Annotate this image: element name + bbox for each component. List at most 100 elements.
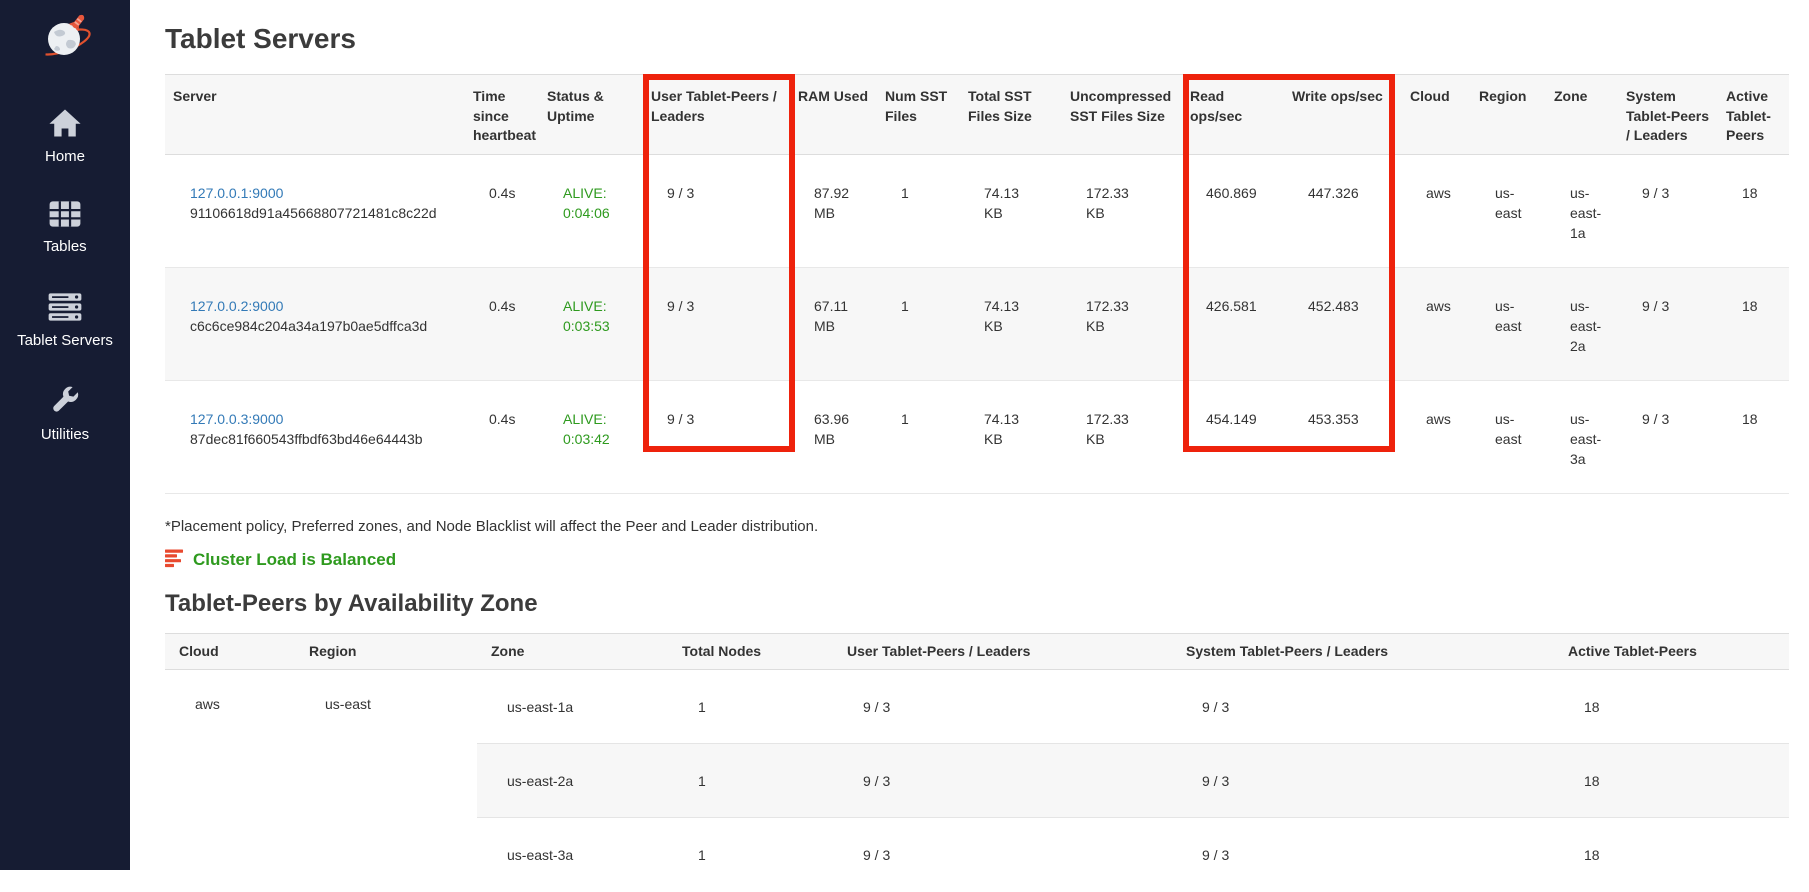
cloud-cell: aws [1426,184,1451,201]
sidebar-item-tables[interactable]: Tables [0,200,130,255]
sidebar-item-label: Tablet Servers [17,332,113,349]
active-peers-cell: 18 [1742,184,1758,201]
zones-col-header: Region [295,633,477,671]
system-peers-cell: 9 / 3 [1172,743,1554,818]
tablet-servers-icon [0,292,130,326]
server-row: 127.0.0.1:9000 91106618d91a45668807721481… [165,154,1789,267]
servers-col-header: User Tablet-Peers / Leaders [643,74,790,155]
total-nodes-cell: 1 [668,817,833,892]
servers-table-header-row: Server Time since heartbeat Status & Uptim… [165,74,1789,155]
server-uuid: 91106618d91a45668807721481c8c22d [190,205,437,222]
server-cell: 127.0.0.1:9000 91106618d91a45668807721481… [165,154,465,267]
active-peers-cell: 18 [1584,698,1600,715]
sidebar-item-label: Utilities [40,426,90,443]
servers-col-header: Status & Uptime [539,74,643,155]
server-address-link[interactable]: 127.0.0.2:9000 [190,297,284,314]
server-uuid: c6c6ce984c204a34a197b0ae5dffca3d [190,318,428,335]
system-peers-cell: 9 / 3 [1172,817,1554,892]
user-peers-cell: 9 / 3 [643,266,790,381]
status-uptime: 0:04:06 [563,205,610,222]
ram-cell: 63.96 MB [790,379,877,494]
status-alive: ALIVE: [563,410,607,427]
servers-col-header: Read ops/sec [1182,74,1284,155]
zones-col-header: User Tablet-Peers / Leaders [833,633,1172,671]
server-cell: 127.0.0.3:9000 87dec81f660543ffbdf63bd46e… [165,379,465,494]
user-peers-cell: 9 / 3 [833,817,1172,892]
system-peers-cell: 9 / 3 [1202,698,1230,715]
uncompressed-sst-cell: 172.33 KB [1086,184,1129,222]
cloud-cell: aws [1402,379,1471,494]
sidebar-item-label: Home [44,148,85,165]
page-title: Tablet Servers [165,23,356,54]
status-alive: ALIVE: [563,184,607,201]
zones-col-header: Total Nodes [668,633,833,671]
num-sst-cell: 1 [877,379,960,494]
heartbeat-cell: 0.4s [465,266,539,381]
server-row: 127.0.0.3:9000 87dec81f660543ffbdf63bd46e… [165,379,1789,494]
user-peers-cell: 9 / 3 [833,743,1172,818]
servers-col-header: System Tablet-Peers / Leaders [1618,74,1718,155]
server-cell: 127.0.0.2:9000 c6c6ce984c204a34a197b0ae5d… [165,266,465,381]
utilities-icon [0,384,130,420]
write-ops-cell: 447.326 [1308,184,1359,201]
status-cell: ALIVE: 0:03:53 [539,266,643,381]
main-content: Tablet Servers Server Time since heartbea… [130,0,1809,892]
tablet-servers-table: Server Time since heartbeat Status & Uptim… [165,74,1789,494]
sidebar-item-home[interactable]: Home [0,108,130,165]
region-cell: us-east [295,669,477,892]
system-peers-cell: 9 / 3 [1642,184,1670,201]
sidebar: Home Tables [0,0,130,870]
zone-cell: us-east-1a [507,698,574,715]
zones-table-header-row: Cloud Region Zone Total Nodes User Tablet-Pe… [165,633,1789,671]
user-peers-cell: 9 / 3 [863,698,891,715]
zone-cell: us-east-2a [1546,266,1618,381]
yugabyte-logo-icon[interactable] [0,10,130,71]
total-sst-cell: 74.13 KB [984,184,1020,222]
active-peers-cell: 18 [1554,817,1789,892]
servers-col-header: Cloud [1402,74,1471,155]
num-sst-cell: 1 [901,184,909,201]
placement-note: *Placement policy, Preferred zones, and … [165,517,819,535]
server-row: 127.0.0.2:9000 c6c6ce984c204a34a197b0ae5d… [165,266,1789,381]
status-cell: ALIVE: 0:03:42 [539,379,643,494]
sidebar-item-utilities[interactable]: Utilities [0,384,130,443]
total-nodes-cell: 1 [698,698,706,715]
region-cell: us-east [1495,184,1522,222]
read-ops-cell: 426.581 [1182,266,1284,381]
status-cell: ALIVE: 0:04:06 [539,154,643,267]
num-sst-cell: 1 [877,266,960,381]
home-icon [0,108,130,142]
active-peers-cell: 18 [1718,266,1789,381]
write-ops-cell: 453.353 [1284,379,1402,494]
total-sst-cell: 74.13 KB [960,266,1062,381]
servers-col-header: Write ops/sec [1284,74,1402,155]
server-address-link[interactable]: 127.0.0.1:9000 [190,184,284,201]
user-peers-cell: 9 / 3 [667,184,695,201]
server-address-link[interactable]: 127.0.0.3:9000 [190,410,284,427]
region-cell: us-east [1471,266,1546,381]
zone-cell: us-east-2a [477,743,668,818]
tablet-servers-table-wrap: Server Time since heartbeat Status & Uptim… [165,74,1789,494]
servers-col-header: Uncompressed SST Files Size [1062,74,1182,155]
region-cell: us-east [1471,379,1546,494]
zone-cell: us-east-3a [477,817,668,892]
zone-cell: us-east-3a [1546,379,1618,494]
uncompressed-sst-cell: 172.33 KB [1062,379,1182,494]
total-nodes-cell: 1 [668,743,833,818]
section-title-availability-zone: Tablet-Peers by Availability Zone [165,589,538,617]
server-uuid: 87dec81f660543ffbdf63bd46e64443b [190,431,423,448]
read-ops-cell: 460.869 [1206,184,1257,201]
servers-col-header: Total SST Files Size [960,74,1062,155]
ram-cell: 87.92 MB [814,184,850,222]
servers-col-header: Num SST Files [877,74,960,155]
status-uptime: 0:03:53 [563,318,610,335]
active-peers-cell: 18 [1554,743,1789,818]
sidebar-item-tablet-servers[interactable]: Tablet Servers [0,292,130,349]
zones-col-header: Zone [477,633,668,671]
ram-cell: 67.11 MB [790,266,877,381]
status-uptime: 0:03:42 [563,431,610,448]
servers-col-header: RAM Used [790,74,877,155]
servers-col-header: Server [165,74,465,155]
